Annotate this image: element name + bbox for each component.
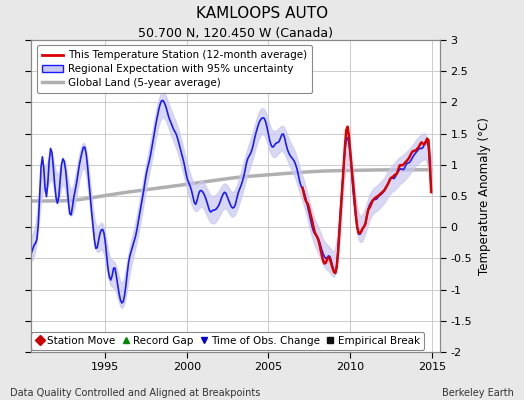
Text: Berkeley Earth: Berkeley Earth	[442, 388, 514, 398]
Y-axis label: Temperature Anomaly (°C): Temperature Anomaly (°C)	[478, 117, 491, 275]
Text: KAMLOOPS AUTO: KAMLOOPS AUTO	[196, 6, 328, 21]
Title: 50.700 N, 120.450 W (Canada): 50.700 N, 120.450 W (Canada)	[138, 27, 333, 40]
Legend: Station Move, Record Gap, Time of Obs. Change, Empirical Break: Station Move, Record Gap, Time of Obs. C…	[31, 332, 424, 350]
Text: Data Quality Controlled and Aligned at Breakpoints: Data Quality Controlled and Aligned at B…	[10, 388, 261, 398]
